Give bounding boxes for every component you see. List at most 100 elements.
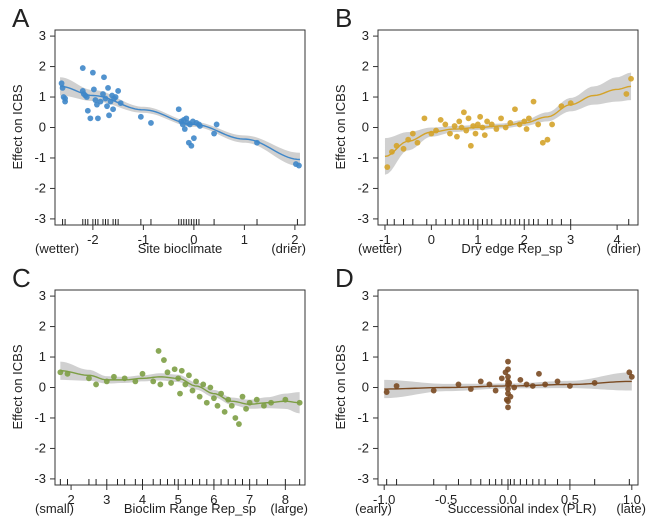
data-point-b <box>474 121 481 128</box>
ytick-label-c: -2 <box>34 440 46 455</box>
data-point-b <box>460 109 467 116</box>
xtick-label-c: 2 <box>67 492 74 507</box>
data-point-a <box>211 130 217 137</box>
x-left-note-c: (small) <box>35 501 74 516</box>
data-point-a <box>115 88 122 94</box>
xtick-label-c: 7 <box>246 492 253 507</box>
data-point-a <box>188 142 195 149</box>
ytick-label-c: 2 <box>39 319 46 334</box>
data-point-c <box>228 402 235 409</box>
confidence-band-c <box>60 361 300 414</box>
data-point-a <box>58 80 65 87</box>
data-point-a <box>296 162 302 169</box>
xtick-label-b: 3 <box>567 232 574 247</box>
data-point-d <box>477 378 484 385</box>
xtick-label-d: -1.0 <box>373 492 395 507</box>
data-point-c <box>178 367 185 374</box>
ytick-label-d: -1 <box>357 410 369 425</box>
data-point-b <box>544 136 551 143</box>
data-point-d <box>505 398 511 405</box>
data-point-b <box>530 98 537 105</box>
xtick-label-c: 6 <box>210 492 217 507</box>
data-point-a <box>106 112 112 119</box>
panel-letter-b: B <box>335 3 352 33</box>
x-right-note-a: (drier) <box>271 241 306 256</box>
data-point-c <box>157 381 164 388</box>
xtick-label-c: 4 <box>139 492 146 507</box>
data-point-d <box>626 369 633 376</box>
xtick-label-c: 8 <box>282 492 289 507</box>
data-point-a <box>90 86 97 93</box>
xlabel-b: Dry edge Rep_sp <box>461 241 562 256</box>
ytick-label-a: -3 <box>34 211 46 226</box>
data-point-a <box>213 121 220 128</box>
xtick-label-b: 1 <box>474 232 481 247</box>
xtick-label-c: 3 <box>103 492 110 507</box>
data-point-b <box>456 118 463 125</box>
xtick-label-b: -1 <box>379 232 391 247</box>
data-point-c <box>111 373 117 380</box>
data-point-b <box>437 116 444 123</box>
ylabel-c: Effect on ICBS <box>10 344 25 429</box>
xtick-label-a: -1 <box>138 232 150 247</box>
data-point-c <box>193 378 199 385</box>
data-point-d <box>492 387 499 394</box>
xtick-label-b: 4 <box>613 232 620 247</box>
data-point-b <box>393 142 400 149</box>
ytick-label-a: 0 <box>39 120 46 135</box>
data-point-b <box>623 91 630 97</box>
data-point-b <box>535 121 542 128</box>
data-point-d <box>383 389 390 395</box>
panel-letter-c: C <box>12 263 31 293</box>
data-point-d <box>505 366 511 373</box>
data-point-c <box>177 390 183 397</box>
data-point-d <box>430 387 437 394</box>
ytick-label-a: 1 <box>39 89 46 104</box>
data-point-d <box>554 378 561 385</box>
data-point-c <box>139 370 146 377</box>
ytick-label-b: 2 <box>362 59 369 74</box>
data-point-c <box>86 375 92 382</box>
data-point-b <box>484 118 491 125</box>
ytick-label-d: 0 <box>362 380 369 395</box>
panel-letter-a: A <box>12 3 30 33</box>
x-left-note-b: (wetter) <box>358 241 402 256</box>
data-point-b <box>525 115 532 122</box>
xtick-label-a: -2 <box>87 232 99 247</box>
data-point-c <box>132 378 139 385</box>
data-point-a <box>97 98 104 105</box>
x-right-note-d: (late) <box>616 501 646 516</box>
ytick-label-a: -2 <box>34 180 46 195</box>
data-point-c <box>164 369 171 376</box>
data-point-b <box>498 115 504 122</box>
data-point-c <box>93 381 99 388</box>
data-point-a <box>92 97 99 103</box>
x-right-note-b: (drier) <box>606 241 641 256</box>
panel-c: C Effect on ICBS (small) Bioclim Range R… <box>10 263 308 516</box>
data-point-b <box>384 164 391 171</box>
data-point-b <box>421 115 428 122</box>
data-point-b <box>465 115 472 122</box>
data-point-c <box>214 402 221 409</box>
xtick-label-a: 0 <box>190 232 197 247</box>
data-point-c <box>207 384 214 391</box>
data-point-b <box>539 139 546 146</box>
data-point-a <box>95 115 101 122</box>
fit-line-b <box>384 85 632 158</box>
xtick-label-b: 2 <box>521 232 528 247</box>
x-left-note-d: (early) <box>355 501 392 516</box>
ytick-label-b: -3 <box>357 211 369 226</box>
ytick-label-b: -2 <box>357 180 369 195</box>
data-point-d <box>628 373 635 380</box>
data-point-c <box>232 415 239 421</box>
data-point-c <box>200 381 207 388</box>
data-point-c <box>161 357 167 363</box>
plot-frame-c <box>54 289 306 486</box>
data-point-c <box>243 405 249 412</box>
data-point-a <box>105 84 111 91</box>
panel-b: B Effect on ICBS (wetter) Dry edge Rep_s… <box>333 3 641 256</box>
data-point-c <box>171 366 178 373</box>
xlabel-d: Successional index (PLR) <box>448 501 597 516</box>
fit-line-d <box>384 380 632 390</box>
